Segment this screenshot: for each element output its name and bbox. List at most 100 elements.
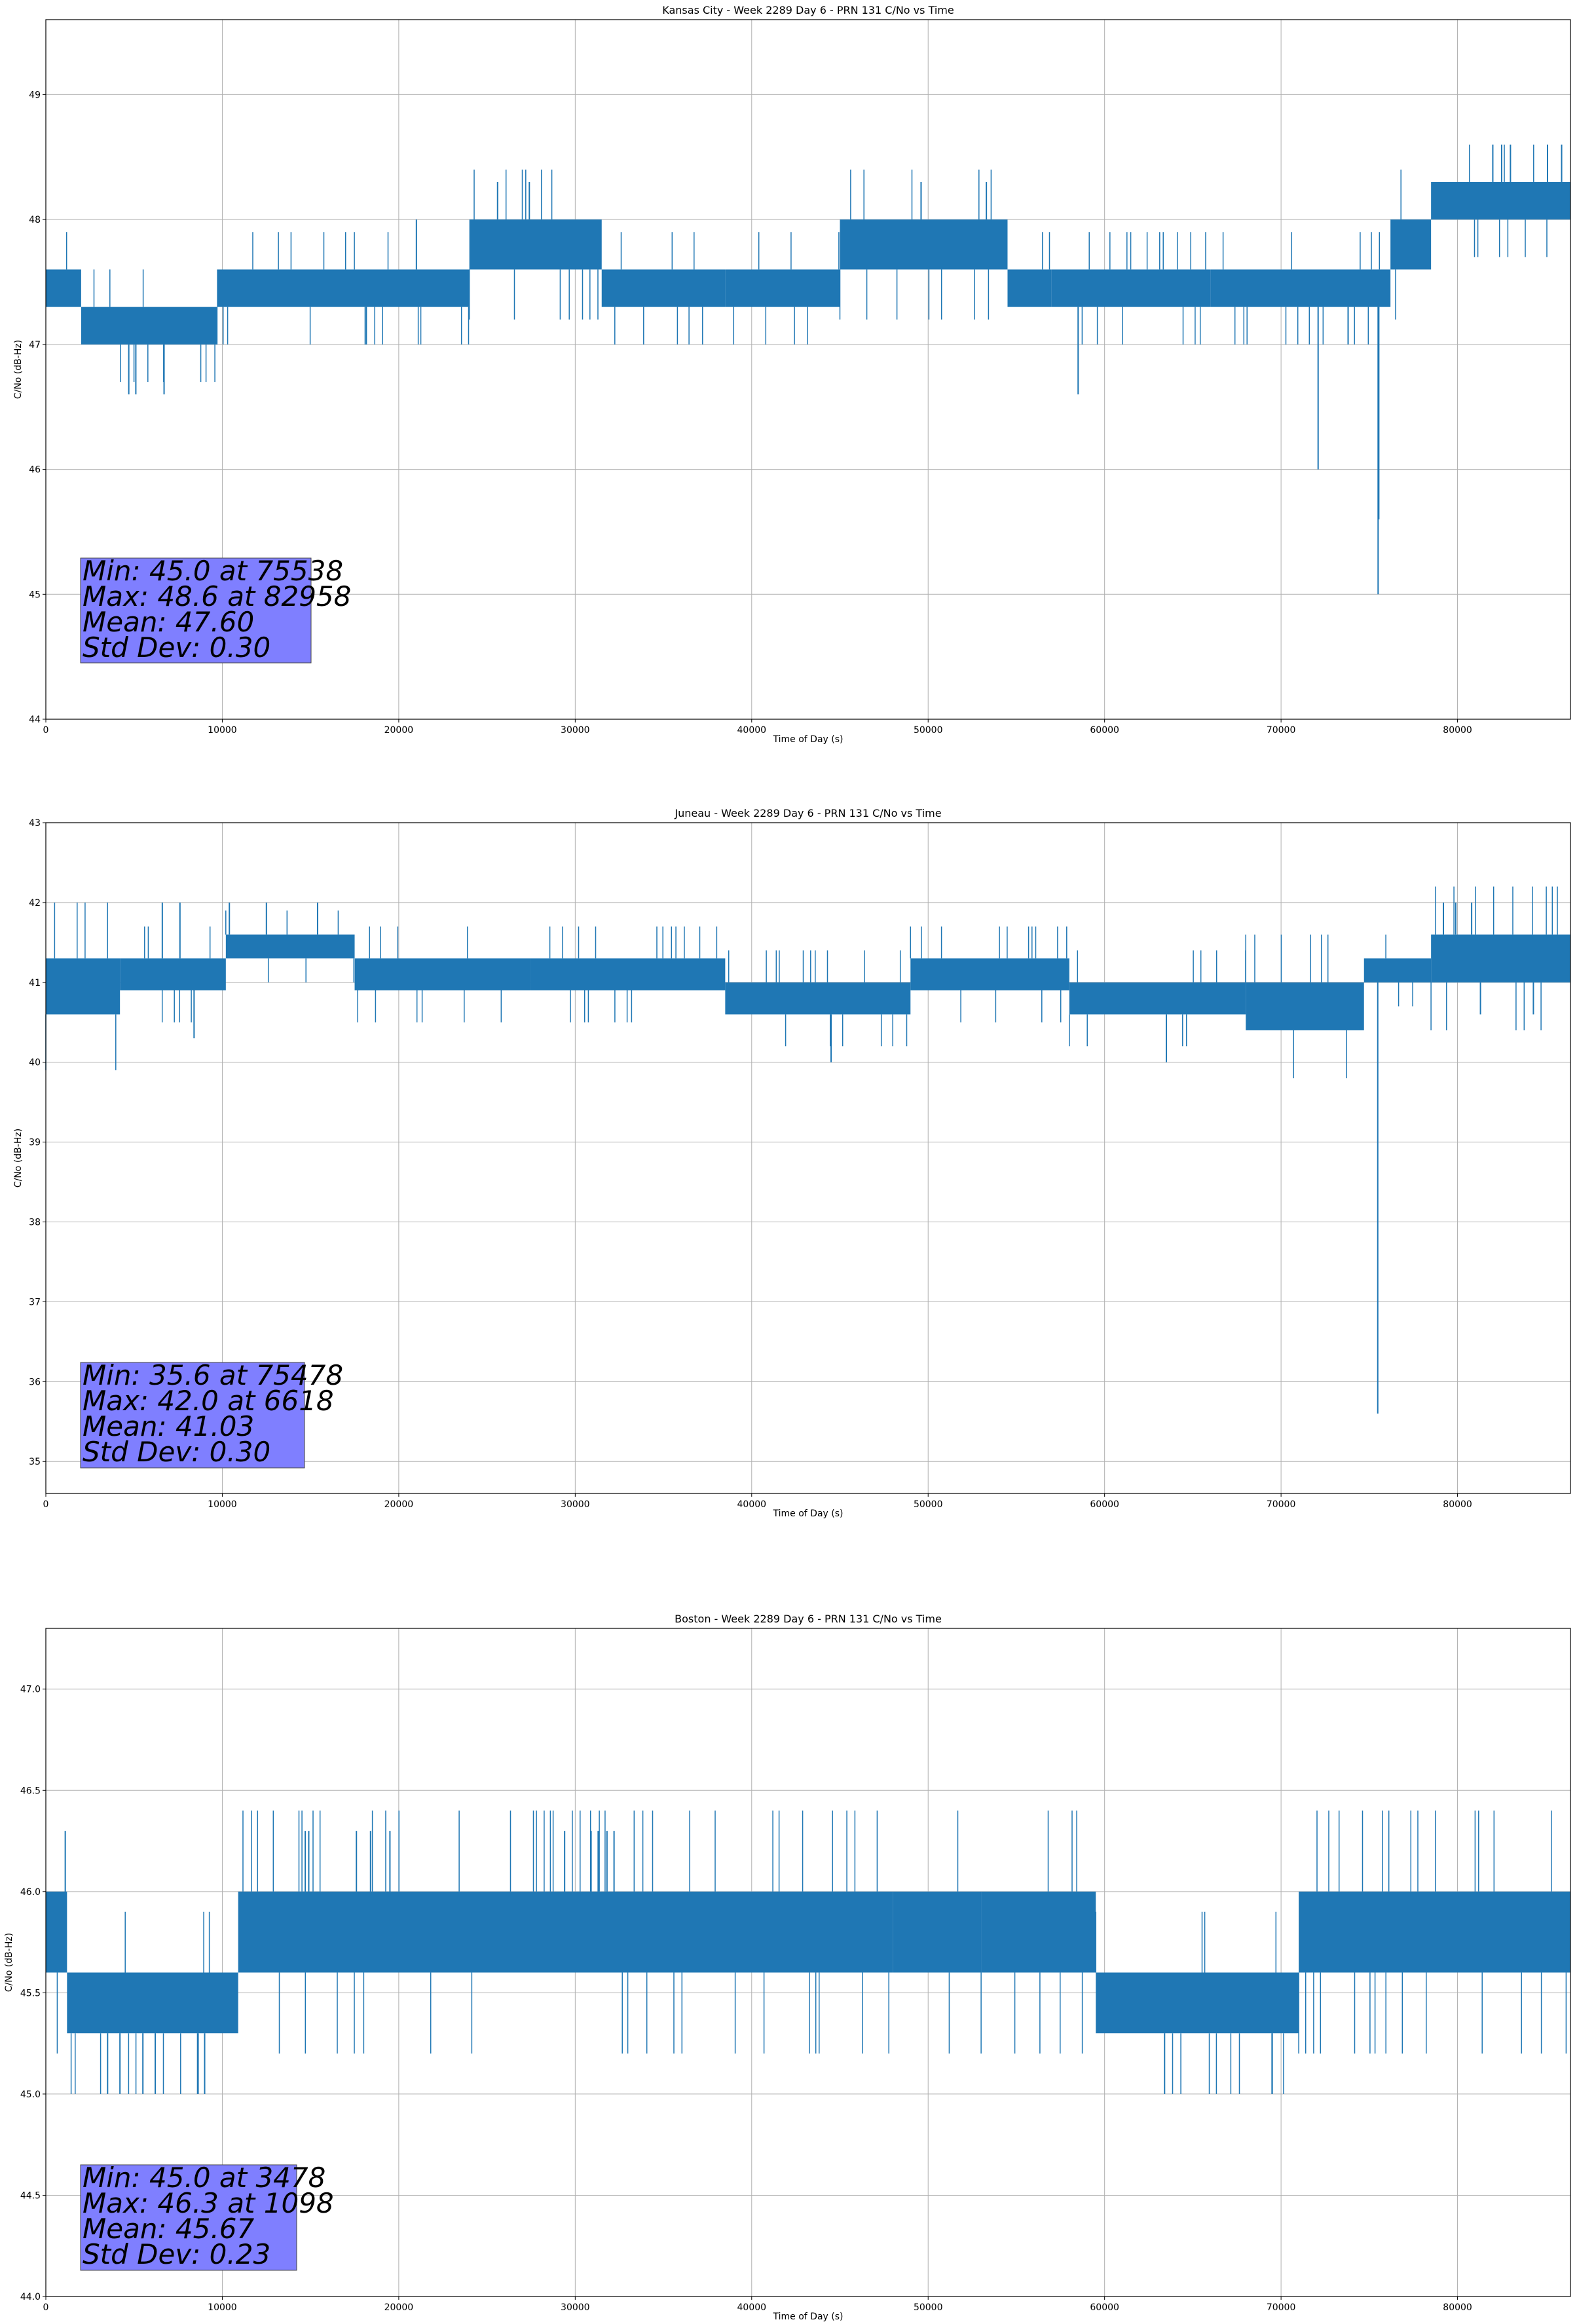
data-band (217, 269, 470, 307)
y-tick-label: 49 (29, 90, 41, 100)
x-tick-label: 50000 (914, 725, 943, 736)
stat-max: Max: 42.0 at 6618 (83, 1385, 334, 1417)
axes-frame (45, 19, 1571, 720)
data-excursions (1385, 934, 1413, 1007)
x-tick-label: 30000 (561, 2302, 590, 2313)
x-tick-label: 30000 (561, 1499, 590, 1510)
data-excursions (1395, 169, 1401, 320)
x-axis-label: Time of Day (s) (773, 2312, 844, 2322)
x-tick-label: 80000 (1443, 1499, 1472, 1510)
y-tick-label: 40 (29, 1058, 41, 1068)
data-excursions (468, 169, 599, 320)
data-band (1069, 982, 1246, 1015)
panel-kansas-city: Kansas City - Week 2289 Day 6 - PRN 131 … (13, 4, 1571, 745)
x-tick-label: 0 (43, 725, 49, 736)
y-tick-label: 47 (29, 340, 41, 350)
y-axis-label: C/No (dB-Hz) (13, 1129, 24, 1188)
y-tick-label: 36 (29, 1377, 41, 1387)
x-tick-label: 70000 (1267, 2302, 1296, 2313)
data-band (981, 1891, 1096, 1973)
stat-mean: Mean: 47.60 (83, 606, 254, 638)
data-excursions (910, 926, 1067, 1022)
data-band (1390, 219, 1432, 270)
x-tick-label: 50000 (914, 1499, 943, 1510)
stat-min: Min: 45.0 at 75538 (83, 555, 343, 587)
data-excursions (144, 926, 211, 1022)
data-series (45, 886, 1570, 1414)
y-tick-label: 46.5 (20, 1786, 41, 1796)
data-excursions (1245, 934, 1347, 1079)
stat-max: Max: 46.3 at 1098 (83, 2187, 334, 2219)
x-tick-label: 70000 (1267, 725, 1296, 736)
x-tick-label: 10000 (208, 2302, 237, 2313)
y-tick-label: 45 (29, 590, 41, 600)
data-band (910, 958, 1069, 990)
y-axis-label: C/No (dB-Hz) (4, 1933, 14, 1992)
y-tick-label: 44 (29, 715, 41, 725)
data-excursions (948, 1810, 959, 2054)
axes-frame (45, 1628, 1571, 2297)
panel-juneau: Juneau - Week 2289 Day 6 - PRN 131 C/No … (13, 807, 1571, 1519)
y-tick-label: 38 (29, 1218, 41, 1228)
data-band (1364, 958, 1432, 983)
stats-box: Min: 45.0 at 75538 Max: 48.6 at 82958 Me… (80, 555, 351, 664)
y-tick-label: 47.0 (20, 1685, 41, 1695)
x-tick-label: 20000 (384, 2302, 414, 2313)
axis-ticks: 0 10000 20000 30000 40000 50000 60000 70000 8000… (29, 818, 1472, 1510)
chart-title: Juneau - Week 2289 Day 6 - PRN 131 C/No … (674, 807, 941, 819)
y-tick-label: 39 (29, 1138, 41, 1148)
stats-box: Min: 45.0 at 3478 Max: 46.3 at 1098 Mean… (80, 2162, 334, 2271)
data-band (725, 982, 911, 1015)
x-axis-label: Time of Day (s) (773, 734, 844, 745)
data-band (1299, 1891, 1570, 1973)
data-excursions (1081, 232, 1206, 345)
y-tick-label: 44.5 (20, 2190, 41, 2201)
data-band (46, 1891, 67, 1973)
stats-box-background (80, 557, 312, 664)
data-band (893, 1891, 982, 1973)
data-excursions (242, 1810, 889, 2054)
x-axis-label: Time of Day (s) (773, 1509, 844, 1519)
data-excursions (1468, 144, 1548, 257)
data-band (354, 958, 531, 990)
data-band (238, 1891, 893, 1973)
x-tick-label: 60000 (1090, 725, 1119, 736)
data-excursions (980, 1810, 1083, 2054)
x-tick-label: 30000 (561, 725, 590, 736)
x-tick-label: 10000 (208, 1499, 237, 1510)
x-tick-label: 0 (43, 2302, 49, 2313)
x-tick-label: 10000 (208, 725, 237, 736)
x-tick-label: 50000 (914, 2302, 943, 2313)
data-band (1007, 269, 1052, 307)
y-tick-label: 46 (29, 465, 41, 476)
stat-min: Min: 35.6 at 75478 (83, 1359, 343, 1391)
y-tick-label: 44.0 (20, 2292, 41, 2302)
stat-std-dev: Std Dev: 0.30 (83, 631, 270, 664)
data-band (601, 269, 726, 307)
stat-mean: Mean: 41.03 (83, 1410, 254, 1442)
data-excursions (614, 232, 703, 345)
data-band (81, 307, 217, 345)
chart-title: Boston - Week 2289 Day 6 - PRN 131 C/No … (675, 1613, 942, 1625)
x-tick-label: 60000 (1090, 2302, 1119, 2313)
y-tick-label: 37 (29, 1297, 41, 1307)
data-excursions (70, 1911, 210, 2094)
data-band (840, 219, 1008, 270)
stat-std-dev: Std Dev: 0.23 (83, 2238, 270, 2270)
stat-max: Max: 48.6 at 82958 (83, 580, 351, 612)
y-tick-label: 45.0 (20, 2090, 41, 2100)
stat-min: Min: 45.0 at 3478 (83, 2162, 325, 2194)
data-excursions (357, 926, 502, 1022)
data-band (530, 958, 726, 990)
data-excursions (549, 926, 718, 1022)
stat-std-dev: Std Dev: 0.30 (83, 1436, 270, 1468)
y-tick-label: 42 (29, 898, 41, 909)
y-tick-label: 43 (29, 818, 41, 829)
stats-box-background (80, 2164, 297, 2271)
data-excursions (733, 232, 840, 345)
data-band (46, 269, 81, 307)
x-tick-label: 40000 (737, 2302, 767, 2313)
x-tick-label: 0 (43, 1499, 49, 1510)
data-excursions (225, 910, 355, 983)
